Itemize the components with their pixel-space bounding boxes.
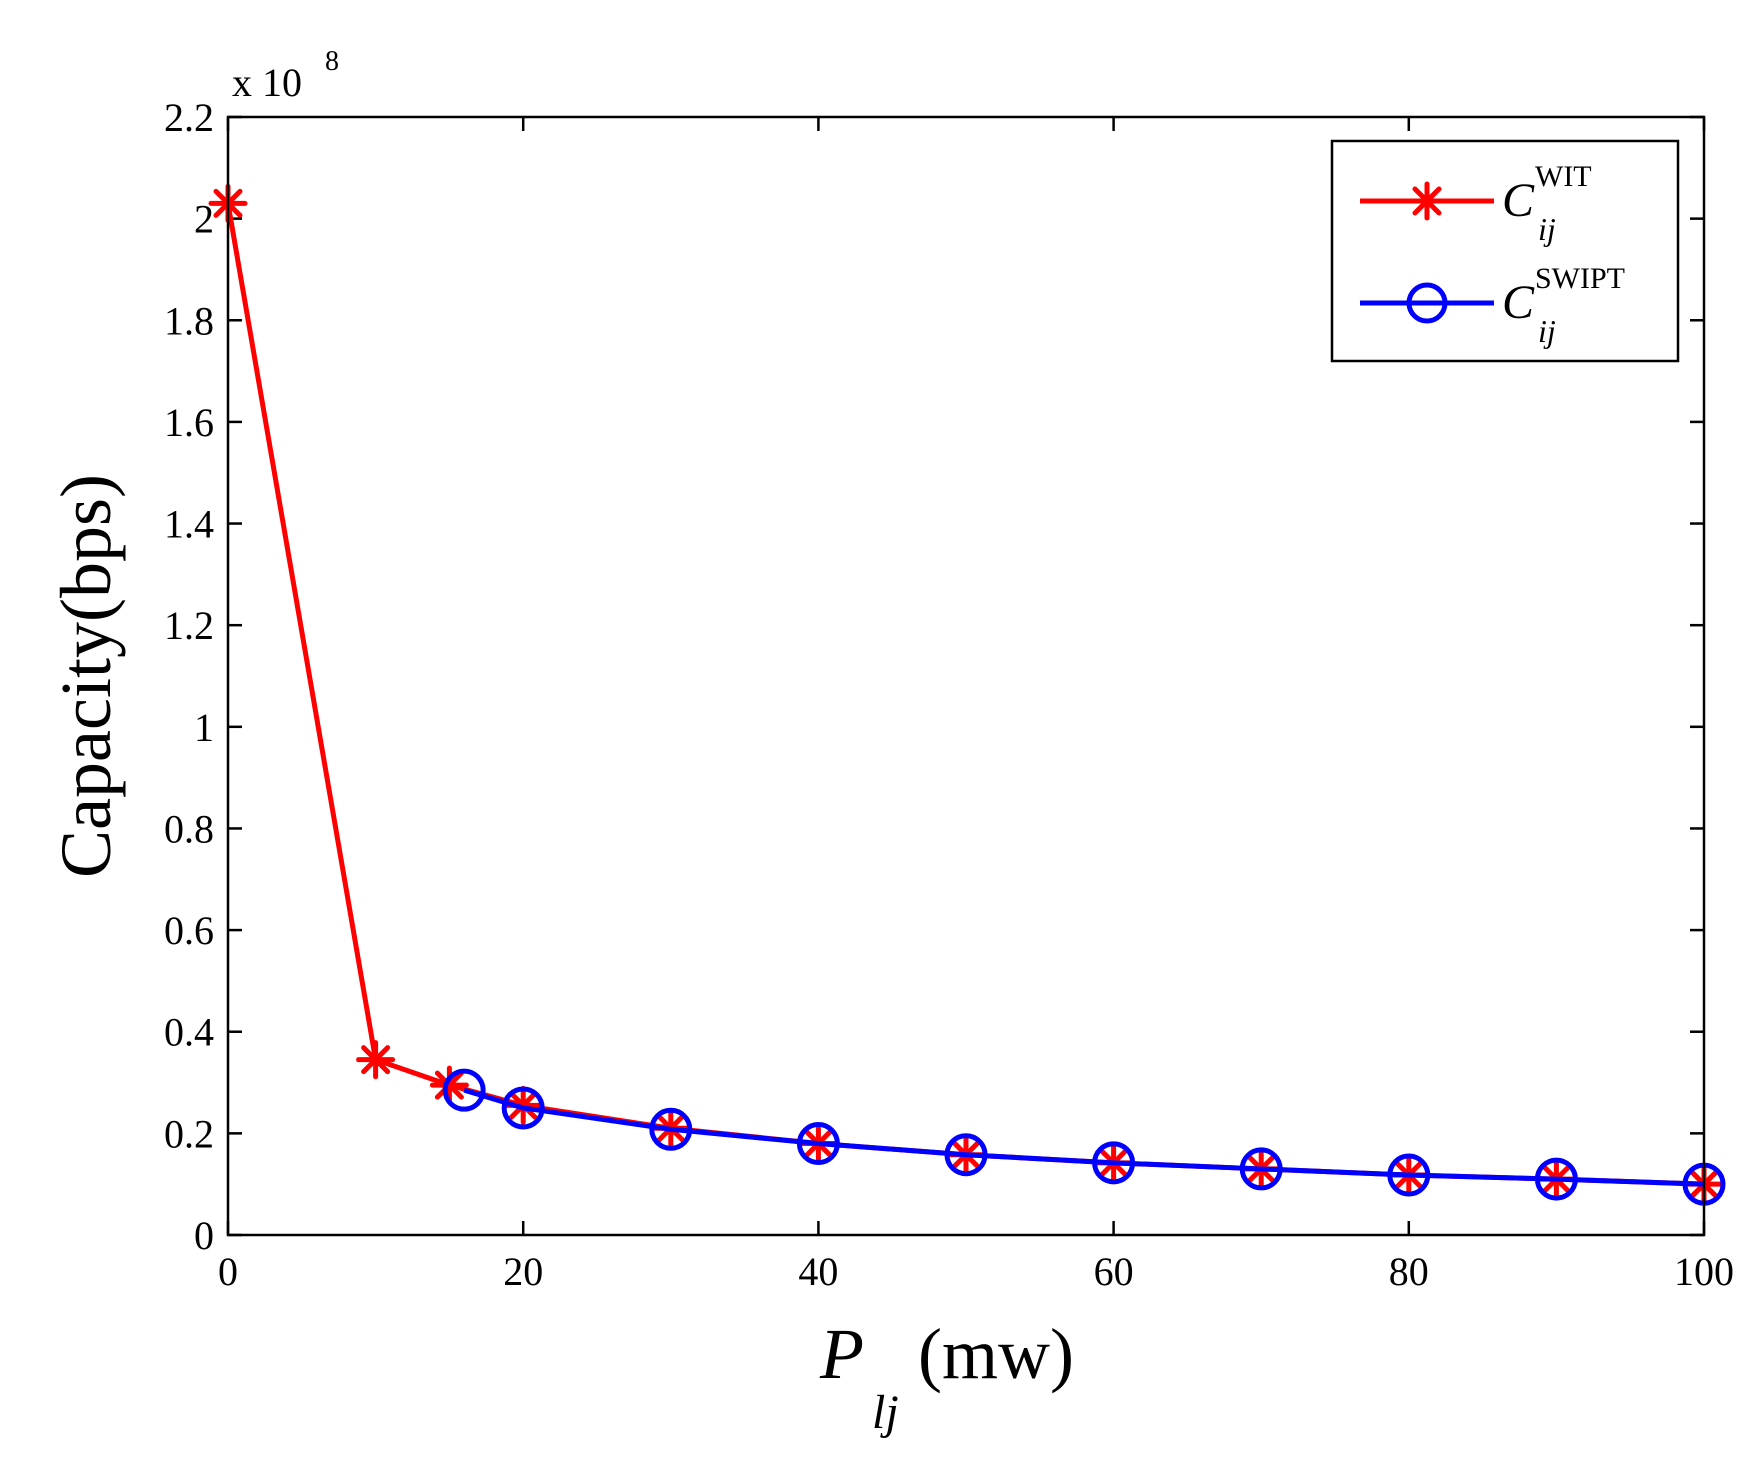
data-point-swipt <box>796 1122 840 1166</box>
legend-box <box>1330 139 1680 363</box>
y-tick-label: 1.4 <box>164 502 214 547</box>
legend-wit-subscript: ij <box>1538 211 1556 247</box>
data-point-swipt <box>1092 1141 1136 1185</box>
ticks-layer: 0 20 40 60 80 100 0 0.2 0.4 0.6 0.8 1 1.2 1.4 1.6 1.8 2 2… <box>164 95 1734 1294</box>
series-line-swipt <box>463 1087 1705 1187</box>
x-tick-label: 60 <box>1094 1249 1134 1294</box>
legend-swipt-superscript: SWIPT <box>1535 262 1625 295</box>
data-point-wit <box>429 1065 469 1105</box>
legend-swipt-subscript: ij <box>1538 313 1556 349</box>
x-axis-unit: (mw) <box>918 1314 1074 1394</box>
legend-wit-superscript: WIT <box>1535 160 1592 193</box>
y-scale-label: x 10 <box>232 60 302 105</box>
x-tick-label: 0 <box>218 1249 238 1294</box>
x-axis-subscript: lj <box>872 1386 899 1439</box>
y-tick-label: 2 <box>194 197 214 242</box>
data-point-swipt <box>442 1068 486 1112</box>
x-tick-label: 40 <box>798 1249 838 1294</box>
y-tick-label: 0.6 <box>164 908 214 953</box>
y-tick-label: 1.6 <box>164 400 214 445</box>
data-point-swipt <box>649 1107 693 1151</box>
legend-swipt-symbol: C <box>1502 276 1535 329</box>
x-tick-label: 80 <box>1389 1249 1429 1294</box>
series-layer <box>208 183 1726 1206</box>
y-scale-exponent: 8 <box>325 46 339 77</box>
x-tick-label: 20 <box>503 1249 543 1294</box>
legend: C WIT ij C SWIPT ij <box>1330 139 1680 363</box>
legend-wit-symbol: C <box>1502 174 1535 227</box>
x-axis-label: P lj (mw) <box>819 1314 1074 1439</box>
x-axis-symbol: P <box>819 1314 864 1394</box>
legend-wit-marker <box>1407 181 1447 221</box>
y-tick-label: 0 <box>194 1213 214 1258</box>
y-tick-label: 1 <box>194 705 214 750</box>
y-tick-label: 0.4 <box>164 1010 214 1055</box>
y-tick-label: 1.8 <box>164 298 214 343</box>
y-tick-label: 1.2 <box>164 603 214 648</box>
x-tick-label: 100 <box>1674 1249 1734 1294</box>
data-point-swipt <box>944 1133 988 1177</box>
y-tick-label: 0.2 <box>164 1111 214 1156</box>
y-axis-label: Capacity(bps) <box>46 474 126 878</box>
data-point-swipt <box>1239 1147 1283 1191</box>
plot-frame <box>226 115 1706 1237</box>
y-scale-exponent-label: x 10 8 <box>232 46 339 105</box>
y-tick-label: 0.8 <box>164 806 214 851</box>
data-point-swipt <box>1534 1157 1578 1201</box>
data-point-swipt <box>1387 1153 1431 1197</box>
data-point-wit <box>356 1040 396 1080</box>
y-tick-label: 2.2 <box>164 95 214 140</box>
legend-swipt-marker <box>1406 282 1448 324</box>
data-point-swipt <box>501 1086 545 1130</box>
